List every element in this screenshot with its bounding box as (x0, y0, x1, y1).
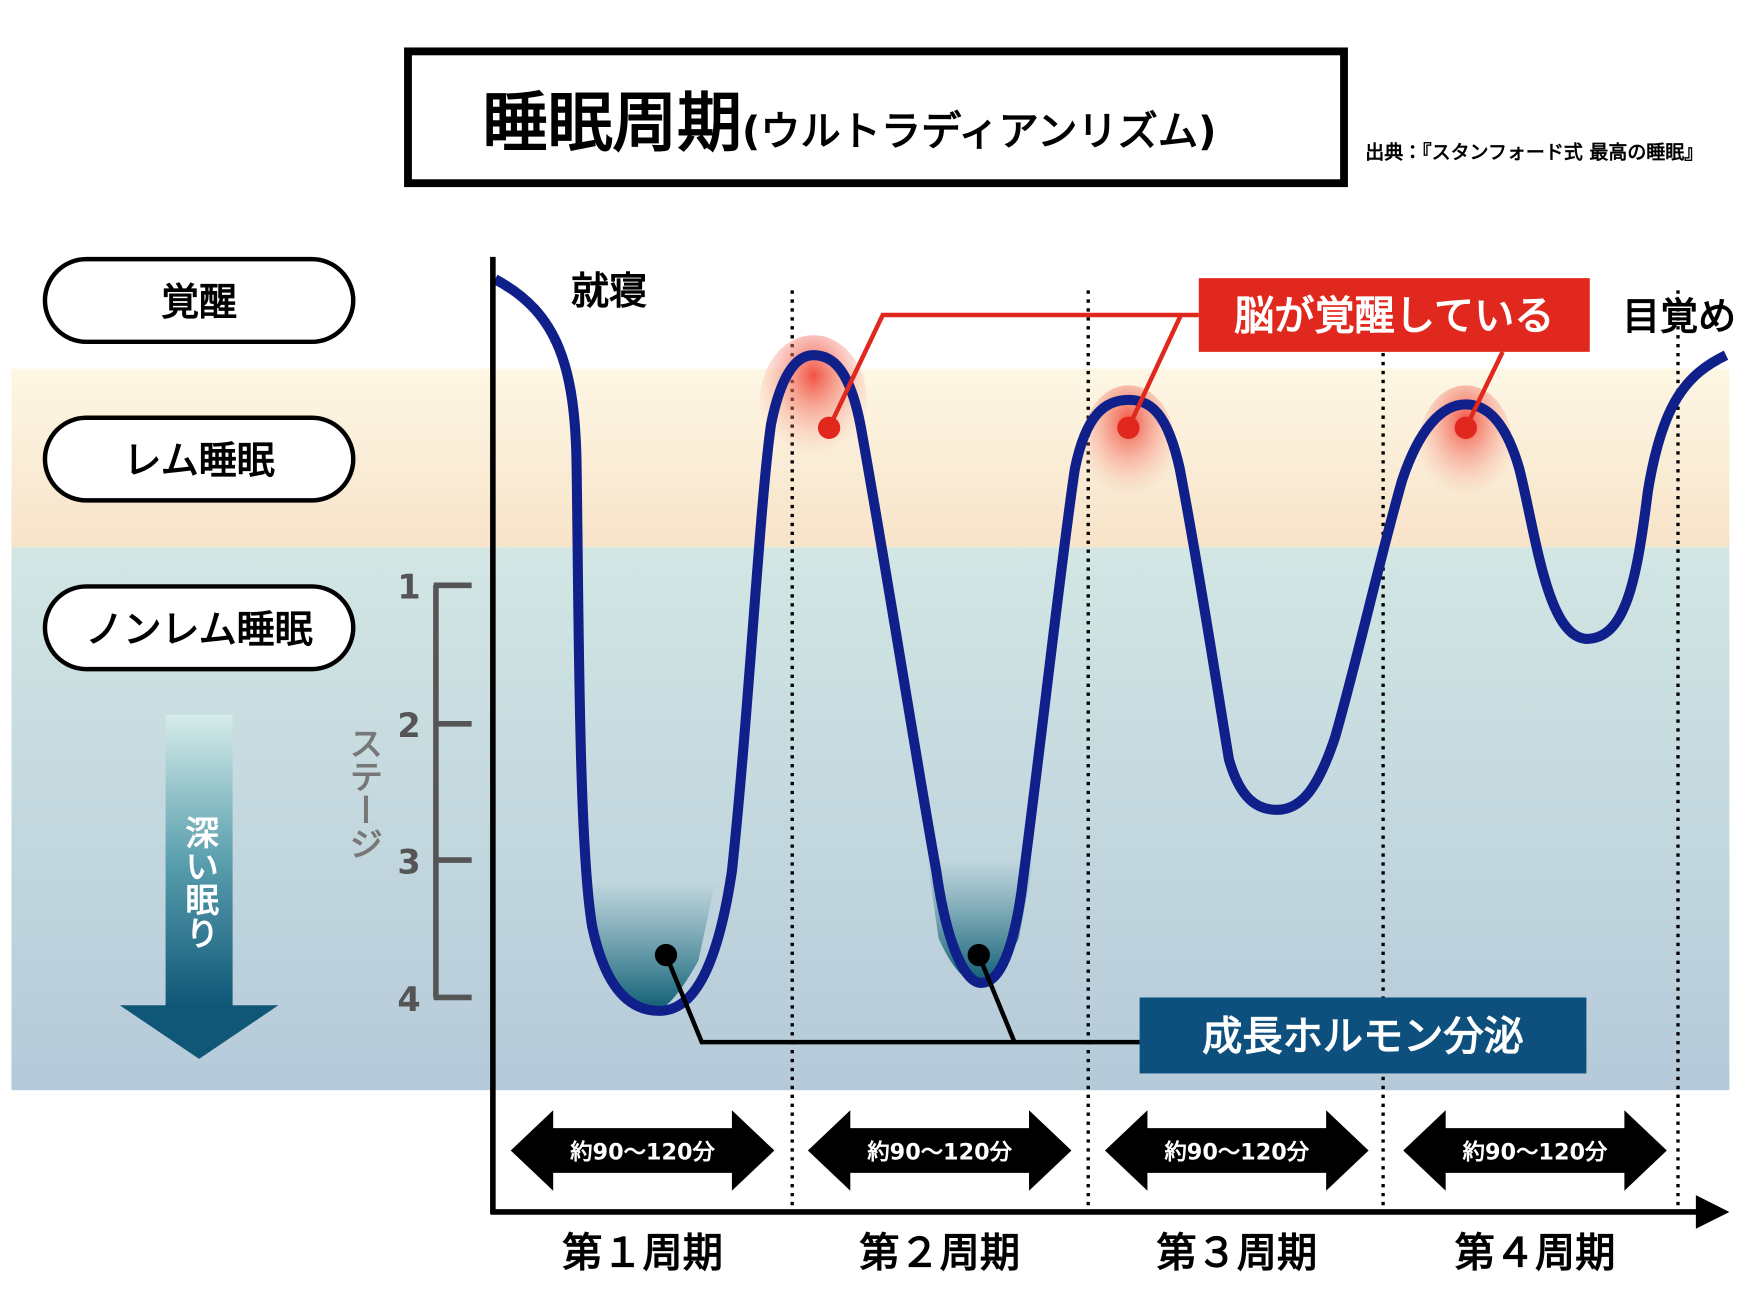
stage-ticks: 1 2 3 4 (397, 568, 420, 1019)
depth-label: 深い眠り (180, 815, 219, 949)
state-label: 覚醒 (161, 280, 237, 324)
title-main: 睡眠周期 (483, 86, 742, 161)
cycle-label: 第２周期 (859, 1231, 1020, 1277)
duration-label: 約90〜120分 (1462, 1138, 1608, 1165)
duration-arrow (807, 1110, 1072, 1191)
leader-dot (967, 943, 990, 967)
duration-arrow (1403, 1110, 1667, 1191)
cycle-label: 第４周期 (1455, 1231, 1616, 1277)
state-label: ノンレム睡眠 (86, 607, 313, 651)
leader-dot (817, 416, 841, 439)
stage-tick: 3 (397, 842, 420, 881)
bedtime-label: 就寝 (571, 269, 647, 313)
duration-label: 約90〜120分 (569, 1138, 715, 1165)
brain-awake-label: 脳が覚醒している (1234, 294, 1554, 340)
leader (1126, 314, 1183, 429)
depth-arrow-head (119, 1005, 279, 1059)
source: 出典：『スタンフォード式 最高の睡眠』 (1365, 141, 1703, 164)
title-box (404, 47, 1348, 188)
depth-arrow-shaft (165, 714, 233, 1008)
hormone-glow (590, 882, 716, 1011)
black-leaders (663, 954, 1140, 1045)
duration-arrow (510, 1110, 775, 1191)
stage-tick: 2 (397, 706, 420, 745)
stage-axis-label: ステージ (344, 726, 383, 860)
leader-dot (1454, 416, 1477, 439)
cycle-label: 第１周期 (562, 1231, 723, 1277)
cycle-label: 第３周期 (1156, 1231, 1317, 1277)
stage-bracket (433, 582, 472, 1001)
leader (663, 954, 1140, 1045)
hormone-box (1139, 997, 1587, 1074)
title: 睡眠周期(ウルトラディアンリズム) (483, 86, 1217, 161)
x-axis-arrow (1695, 1195, 1730, 1229)
leader (1463, 350, 1505, 429)
title-sub: (ウルトラディアンリズム) (742, 109, 1217, 155)
wake-label: 目覚め (1622, 295, 1736, 339)
red-leaders (827, 312, 1505, 429)
pill (42, 256, 356, 345)
brain-awake-box (1198, 278, 1590, 352)
state-label: レム睡眠 (124, 439, 275, 483)
duration-label: 約90〜120分 (1163, 1138, 1309, 1165)
leader (976, 954, 1017, 1044)
hormone-label: 成長ホルモン分泌 (1202, 1014, 1524, 1060)
duration-arrow (1104, 1110, 1369, 1191)
leader-dot (1117, 416, 1140, 439)
pill (42, 584, 356, 672)
rem-glow (1081, 385, 1176, 509)
state-pills: 覚醒 レム睡眠 ノンレム睡眠 (42, 256, 356, 672)
stage-tick: 4 (397, 980, 420, 1019)
leader-dot (654, 943, 678, 967)
sleep-curve (492, 274, 1729, 1016)
stage-tick: 1 (397, 568, 420, 607)
duration-label: 約90〜120分 (866, 1138, 1012, 1165)
pill (42, 415, 356, 503)
leader (827, 312, 1199, 429)
